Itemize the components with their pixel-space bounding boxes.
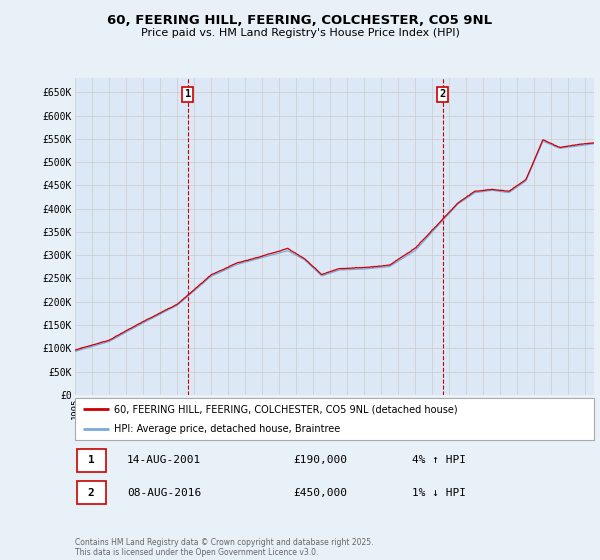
Text: 60, FEERING HILL, FEERING, COLCHESTER, CO5 9NL: 60, FEERING HILL, FEERING, COLCHESTER, C… [107, 14, 493, 27]
Text: HPI: Average price, detached house, Braintree: HPI: Average price, detached house, Brai… [114, 424, 340, 434]
Bar [77, 481, 106, 505]
Text: 4% ↑ HPI: 4% ↑ HPI [412, 455, 466, 465]
Text: 1: 1 [88, 455, 94, 465]
Text: 08-AUG-2016: 08-AUG-2016 [127, 488, 201, 498]
Text: 2: 2 [88, 488, 94, 498]
Text: 60, FEERING HILL, FEERING, COLCHESTER, CO5 9NL (detached house): 60, FEERING HILL, FEERING, COLCHESTER, C… [114, 404, 458, 414]
Text: 14-AUG-2001: 14-AUG-2001 [127, 455, 201, 465]
Text: 1: 1 [185, 90, 191, 100]
Text: £450,000: £450,000 [293, 488, 347, 498]
Text: 1% ↓ HPI: 1% ↓ HPI [412, 488, 466, 498]
Bar [77, 449, 106, 472]
Text: Price paid vs. HM Land Registry's House Price Index (HPI): Price paid vs. HM Land Registry's House … [140, 28, 460, 38]
Text: £190,000: £190,000 [293, 455, 347, 465]
Text: Contains HM Land Registry data © Crown copyright and database right 2025.
This d: Contains HM Land Registry data © Crown c… [75, 538, 373, 557]
Text: 2: 2 [440, 90, 446, 100]
